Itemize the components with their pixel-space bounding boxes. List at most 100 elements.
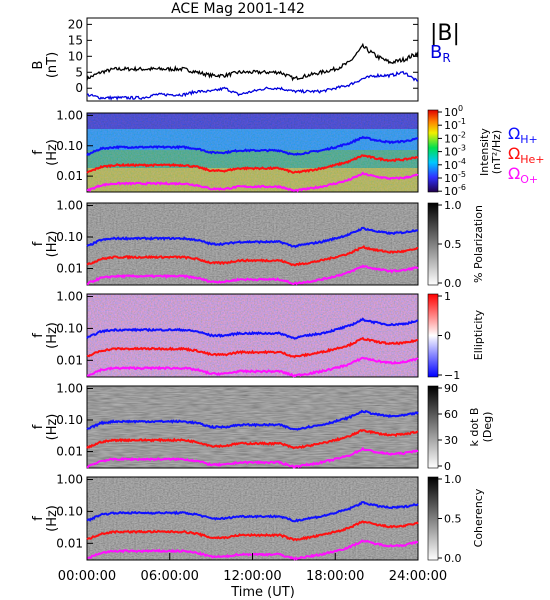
ellipticity-cb-tick-label: −1 — [444, 369, 460, 382]
polarization-cb-tick-label: 1.0 — [444, 199, 462, 212]
mag-y-tick-label: 5 — [75, 65, 83, 79]
kdotb-texture — [87, 386, 418, 468]
x-tick-label: 24:00:00 — [389, 569, 447, 584]
polarization-texture — [87, 203, 418, 285]
intensity-panel: 1.000.100.01f (Hz) 10010-110-210-310-410-… — [31, 104, 545, 198]
gyrofrequency-line-heplus — [86, 154, 419, 174]
polarization-frame — [86, 202, 419, 286]
mag-ylabel-bottom: (nT) — [45, 52, 60, 78]
gyrofrequency-line-hplus — [86, 501, 419, 523]
mag-ylabel-top: B — [31, 61, 46, 70]
mag-y-tick-label: 0 — [75, 81, 83, 95]
intensity-curves — [86, 135, 419, 193]
x-tick-label: 18:00:00 — [306, 569, 364, 584]
freq-ylabel-bottom: (Hz) — [45, 414, 60, 441]
freq-ylabel-bottom: (Hz) — [45, 139, 60, 166]
legend-omega-o-sub: O+ — [520, 173, 538, 186]
gyrofrequency-line-heplus — [86, 520, 419, 542]
kdotb-cb-label-2: (Deg) — [481, 412, 494, 443]
intensity-cb-tick-label: 10-3 — [444, 144, 466, 159]
x-axis: 00:00:00 06:00:00 12:00:00 18:00:00 24:00:00 — [58, 553, 447, 584]
freq-y-tick-label: 0.01 — [56, 536, 83, 550]
mag-y-tick-label: 15 — [68, 33, 83, 47]
kdotb-cb-tick-label: 0 — [444, 460, 451, 473]
freq-y-tick-label: 0.10 — [56, 504, 83, 518]
polarization-y-ticks: 1.00 0.10 0.01 f (Hz) — [31, 198, 93, 276]
figure-title: ACE Mag 2001-142 — [171, 1, 305, 17]
intensity-y-ticks: 1.00 0.10 0.01 f (Hz) — [31, 108, 93, 183]
mag-plot-frame — [86, 17, 419, 102]
intensity-cb-tick-label: 10-5 — [444, 170, 466, 185]
ellipticity-cb-tick-label: 0 — [444, 330, 451, 343]
legend-omega-h: ΩH+ — [508, 124, 538, 146]
legend-omega-o: ΩO+ — [508, 164, 538, 186]
x-tick-label: 00:00:00 — [58, 569, 116, 584]
kdotb-colorbar — [427, 385, 439, 469]
coherency-cb-tick-label: 0.0 — [444, 552, 462, 565]
freq-ylabel-top: f — [31, 333, 46, 338]
mag-lines — [86, 42, 419, 101]
freq-y-tick-label: 0.01 — [56, 169, 83, 183]
polarization-curves — [86, 226, 419, 286]
coherency-panel: 1.00 0.10 0.01 f (Hz) 1.0 0.5 0.0 Coherency — [31, 473, 485, 565]
kdotb-cb-tick-label: 30 — [444, 434, 458, 447]
coherency-cb-tick-label: 1.0 — [444, 473, 462, 486]
gyrofrequency-line-oplus — [86, 446, 419, 469]
coherency-y-ticks: 1.00 0.10 0.01 f (Hz) — [31, 473, 93, 550]
kdotb-frame — [86, 385, 419, 469]
polarization-panel: 1.00 0.10 0.01 f (Hz) 1.0 0.5 0.0 % Polarizati… — [31, 198, 485, 290]
intensity-cb-tick-label: 10-2 — [444, 130, 466, 145]
coherency-cb-label: Coherency — [472, 488, 485, 547]
freq-y-tick-label: 0.01 — [56, 353, 83, 367]
legend-b-r-main: B — [430, 42, 442, 63]
kdotb-cb-tick-label: 60 — [444, 408, 458, 421]
freq-y-tick-label: 1.00 — [56, 290, 83, 304]
freq-y-tick-label: 0.10 — [56, 413, 83, 427]
freq-y-tick-label: 0.01 — [56, 262, 83, 276]
intensity-texture — [87, 113, 418, 192]
mag-y-tick-label: 20 — [68, 17, 83, 31]
intensity-cb-tick-label: 100 — [444, 104, 463, 119]
ellipticity-colorbar — [427, 293, 439, 378]
legend-omega-o-main: Ω — [508, 164, 520, 183]
kdotb-cb-label-1: k dot B — [468, 408, 481, 447]
freq-y-tick-label: 0.10 — [56, 139, 83, 153]
legend-b-r-sub: R — [442, 51, 450, 65]
polarization-cb-label: % Polarization — [472, 205, 485, 283]
coherency-cb-tick-label: 0.5 — [444, 513, 462, 526]
kdotb-panel: 1.00 0.10 0.01 f (Hz) 90 60 30 0 k dot B (Deg) — [31, 381, 494, 473]
freq-y-tick-label: 1.00 — [56, 381, 83, 395]
freq-ylabel-top: f — [31, 516, 46, 521]
ellipticity-texture — [87, 294, 418, 377]
coherency-colorbar — [427, 476, 439, 561]
freq-y-tick-label: 0.10 — [56, 321, 83, 335]
freq-ylabel-bottom: (Hz) — [45, 322, 60, 349]
gyrofrequency-line-heplus — [86, 336, 419, 359]
ellipticity-cb-label: Ellipticity — [472, 309, 485, 360]
legend-omega-h-main: Ω — [508, 124, 520, 143]
coherency-cb-ticks: 1.0 0.5 0.0 — [438, 473, 462, 565]
intensity-cb-tick-label: 10-1 — [444, 117, 466, 132]
polarization-cb-tick-label: 0.5 — [444, 238, 462, 251]
intensity-cb-tick-label: 10-4 — [444, 157, 466, 172]
mag-series-line — [86, 42, 419, 82]
freq-ylabel-bottom: (Hz) — [45, 231, 60, 258]
kdotb-cb-ticks: 90 60 30 0 — [438, 382, 458, 473]
freq-ylabel-bottom: (Hz) — [45, 505, 60, 532]
gyrofrequency-line-heplus — [86, 429, 419, 450]
gyrofrequency-line-oplus — [86, 171, 419, 193]
legend-omega-he-sub: He+ — [520, 153, 544, 166]
x-axis-label: Time (UT) — [230, 585, 295, 600]
freq-y-tick-label: 1.00 — [56, 198, 83, 212]
intensity-frame — [86, 112, 419, 193]
gyrofrequency-line-heplus — [86, 245, 419, 267]
legend-b-total: |B| — [430, 21, 460, 46]
gyrofrequency-line-hplus — [86, 226, 419, 249]
polarization-cb-ticks: 1.0 0.5 0.0 — [438, 199, 462, 290]
gyrofrequency-line-oplus — [87, 356, 419, 378]
gyrofrequency-line-hplus — [86, 409, 419, 431]
freq-ylabel-top: f — [31, 424, 46, 429]
